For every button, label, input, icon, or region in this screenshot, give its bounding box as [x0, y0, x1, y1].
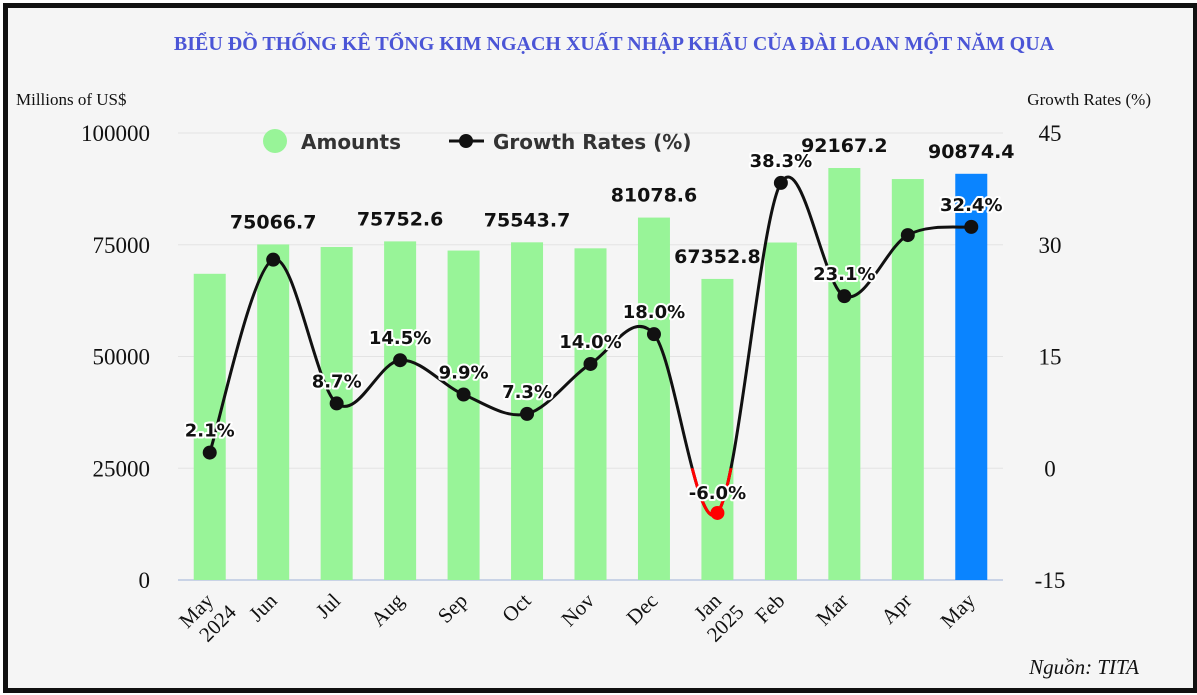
x-tick-label: Nov — [556, 588, 599, 631]
bar-value-label: 90874.4 — [928, 141, 1015, 163]
y-right-tick-label: 30 — [1039, 233, 1062, 258]
rate-value-label: 9.9% — [439, 362, 489, 383]
bar-value-label: 92167.2 — [801, 135, 888, 157]
bar-10 — [764, 242, 797, 580]
x-tick-label: Feb — [750, 589, 789, 628]
legend-marker-growth-rates — [459, 134, 473, 148]
x-tick-3: Jul — [311, 588, 345, 622]
rate-value-label: 14.0% — [559, 332, 621, 353]
y-right-tick-label: 45 — [1039, 121, 1062, 146]
bar-5 — [447, 250, 480, 580]
chart-title: BIỂU ĐỒ THỐNG KÊ TỔNG KIM NGẠCH XUẤT NHẬ… — [174, 31, 1055, 55]
growth-rate-point-11 — [837, 289, 852, 304]
legend-swatch-amounts — [263, 129, 287, 153]
x-tick-label: Jul — [311, 588, 345, 622]
y-right-tick-label: -15 — [1035, 568, 1066, 593]
rate-value-label: 7.3% — [502, 382, 552, 403]
bar-8 — [637, 217, 670, 580]
growth-rate-point-13 — [964, 219, 979, 234]
growth-rate-point-10 — [773, 175, 788, 190]
bar-value-label: 75752.6 — [357, 208, 444, 230]
x-tick-4: Aug — [366, 588, 409, 631]
x-tick-5: Sep — [433, 589, 472, 628]
x-tick-label: Mar — [811, 589, 853, 631]
legend-label-growth-rates: Growth Rates (%) — [493, 130, 691, 154]
y-left-tick-label: 75000 — [93, 233, 151, 258]
bar-9 — [701, 278, 734, 580]
y-right-tick-label: 0 — [1044, 456, 1056, 481]
y-right-axis-title: Growth Rates (%) — [1027, 90, 1151, 109]
bar-13 — [955, 173, 988, 580]
bar-value-label: 67352.8 — [674, 246, 761, 268]
rate-value-label: 2.1% — [185, 421, 235, 442]
legend-label-amounts: Amounts — [301, 130, 401, 154]
legend: Amounts Growth Rates (%) — [263, 129, 691, 154]
x-tick-label: Sep — [433, 589, 472, 628]
growth-rate-point-6 — [520, 406, 535, 421]
growth-rate-point-5 — [456, 387, 471, 402]
rate-value-label: 8.7% — [312, 371, 362, 392]
bar-value-label: 75066.7 — [230, 211, 317, 233]
source-note: Nguồn: TITA — [1028, 655, 1139, 679]
y-left-axis-title: Millions of US$ — [16, 90, 127, 109]
rate-value-label: 38.3% — [750, 151, 812, 172]
growth-rate-point-4 — [393, 353, 408, 368]
x-tick-label: Jun — [244, 588, 282, 626]
growth-rate-point-1 — [202, 445, 217, 460]
x-tick-6: Oct — [497, 588, 536, 627]
y-left-ticks: 0 25000 50000 75000 100000 — [81, 121, 150, 593]
rate-value-label: 18.0% — [623, 302, 685, 323]
growth-rate-point-7 — [583, 356, 598, 371]
growth-rate-point-12 — [900, 228, 915, 243]
rate-value-label: 14.5% — [369, 328, 431, 349]
y-right-ticks: -15 0 15 30 45 — [1035, 121, 1066, 593]
x-tick-label: Dec — [622, 589, 663, 630]
x-tick-12: Apr — [876, 589, 916, 629]
bar-1 — [193, 273, 226, 580]
line-series-growth-rates — [202, 175, 979, 520]
growth-rate-point-2 — [266, 252, 281, 267]
y-left-tick-label: 0 — [139, 568, 151, 593]
growth-rate-line — [208, 175, 972, 517]
bar-value-label: 81078.6 — [611, 185, 698, 207]
rate-value-label: 23.1% — [813, 264, 875, 285]
x-tick-8: Dec — [622, 589, 663, 630]
bar-3 — [320, 246, 353, 581]
x-tick-label: Aug — [366, 588, 409, 631]
x-tick-2: Jun — [244, 588, 282, 626]
x-tick-7: Nov — [556, 588, 599, 631]
y-left-tick-label: 50000 — [93, 345, 151, 370]
bar-series-amounts — [193, 168, 988, 581]
rate-value-label: 32.4% — [940, 195, 1002, 216]
x-tick-label: Apr — [876, 589, 916, 629]
rate-data-labels: 2.1% 8.7% 14.5% 9.9% 7.3% 14.0%18.0% -6.0% 38.3… — [183, 149, 1005, 506]
growth-rate-point-9 — [710, 505, 725, 520]
bar-4 — [384, 241, 417, 581]
bar-11 — [828, 168, 861, 580]
bar-2 — [257, 244, 290, 581]
chart-canvas: BIỂU ĐỒ THỐNG KÊ TỔNG KIM NGẠCH XUẤT NHẬ… — [16, 31, 1151, 679]
bar-7 — [574, 248, 607, 581]
y-right-tick-label: 15 — [1039, 345, 1062, 370]
x-tick-13: May — [936, 588, 981, 633]
bar-data-labels: 75066.7 75752.6 75543.7 81078.6 67352.8 92167… — [230, 135, 1015, 268]
chart-frame: BIỂU ĐỒ THỐNG KÊ TỔNG KIM NGẠCH XUẤT NHẬ… — [3, 3, 1197, 693]
growth-rate-point-3 — [329, 396, 344, 411]
x-tick-10: Feb — [750, 589, 789, 628]
y-left-tick-label: 100000 — [81, 121, 150, 146]
bar-value-label: 75543.7 — [484, 209, 571, 231]
x-tick-label: May — [936, 588, 981, 633]
x-tick-label: Oct — [497, 588, 536, 627]
x-tick-11: Mar — [811, 589, 853, 631]
y-left-tick-label: 25000 — [93, 456, 151, 481]
rate-value-label: -6.0% — [689, 483, 746, 504]
growth-rate-point-8 — [646, 327, 661, 342]
